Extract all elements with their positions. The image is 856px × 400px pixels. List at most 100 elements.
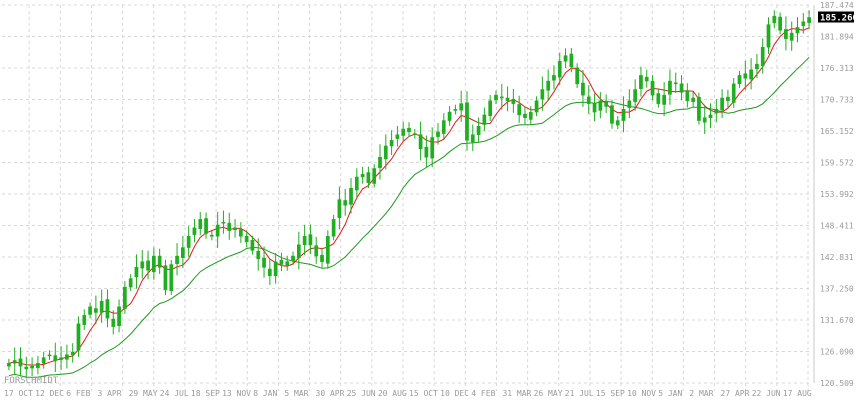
- candle: [470, 124, 475, 152]
- x-tick-label: 21 JUL: [565, 389, 594, 398]
- candle: [267, 258, 272, 285]
- candle-body: [459, 103, 464, 111]
- candle-body: [383, 145, 388, 160]
- candle: [343, 188, 348, 216]
- candle: [476, 117, 481, 143]
- candle: [569, 48, 574, 73]
- candle-body: [552, 75, 556, 81]
- y-tick-label: 165.152: [820, 127, 854, 136]
- candle: [633, 79, 637, 111]
- x-tick-label: 4 FEB: [471, 389, 495, 398]
- candle: [360, 166, 365, 184]
- candle-body: [470, 134, 475, 143]
- x-tick-label: 18 SEP: [191, 389, 220, 398]
- candle: [262, 246, 266, 278]
- candle: [540, 76, 545, 111]
- candle: [546, 69, 551, 101]
- candle-body: [227, 222, 232, 231]
- candle: [65, 344, 69, 369]
- candle: [621, 96, 626, 133]
- candle-body: [604, 101, 608, 107]
- candle-body: [134, 267, 139, 278]
- candle: [146, 250, 150, 280]
- candle-body: [221, 221, 226, 224]
- candle-body: [215, 224, 220, 237]
- candle-body: [186, 236, 191, 248]
- candle: [123, 281, 127, 314]
- candle-body: [105, 299, 110, 319]
- candle: [70, 343, 75, 363]
- candle: [221, 210, 226, 234]
- candle: [714, 99, 719, 123]
- candle: [610, 99, 614, 129]
- candle: [789, 21, 794, 51]
- candle-body: [546, 80, 551, 91]
- candle: [285, 255, 290, 271]
- candle: [494, 90, 498, 105]
- candle-body: [349, 188, 353, 205]
- candle-body: [685, 90, 690, 102]
- candle-body: [697, 96, 701, 121]
- candle: [737, 70, 742, 88]
- candle: [801, 13, 806, 34]
- candle-body: [36, 363, 40, 369]
- x-tick-label: 8 JAN: [253, 389, 277, 398]
- y-axis: 187.474 181.894 176.313 170.733 165.152 159.5…: [813, 1, 854, 388]
- candle-body: [540, 89, 545, 100]
- candle-body: [82, 315, 87, 325]
- candle-body: [720, 97, 724, 111]
- candle-body: [441, 120, 446, 134]
- candle: [157, 248, 162, 274]
- candle-body: [633, 89, 637, 102]
- candle: [7, 358, 11, 371]
- candle: [488, 94, 493, 122]
- candle-body: [291, 255, 295, 262]
- candle-body: [505, 97, 510, 102]
- x-tick-label: 10 NOV: [627, 389, 656, 398]
- candle-body: [163, 265, 168, 291]
- candle-body: [598, 100, 603, 111]
- last-price-label: 185.260: [818, 11, 856, 23]
- candle: [314, 236, 319, 264]
- candle: [389, 130, 394, 156]
- candle: [755, 53, 759, 79]
- candle: [204, 212, 208, 239]
- candle-body: [267, 268, 272, 277]
- candle: [639, 66, 643, 97]
- candle: [354, 168, 359, 198]
- candle: [291, 251, 295, 265]
- candle-body: [586, 96, 591, 104]
- candle: [708, 103, 713, 129]
- candle-body: [731, 83, 736, 103]
- candle-body: [760, 46, 765, 67]
- candle-body: [737, 75, 742, 85]
- candle-body: [343, 200, 348, 206]
- candle: [523, 106, 527, 125]
- candle-body: [117, 306, 121, 327]
- candle-body: [262, 257, 266, 268]
- candle: [372, 164, 377, 188]
- candle: [772, 10, 777, 29]
- candle: [279, 252, 284, 272]
- candle-body: [801, 21, 806, 26]
- candle-body: [569, 53, 574, 68]
- slow-ma-line: [8, 56, 810, 378]
- candle-body: [285, 261, 290, 266]
- candle-body: [111, 318, 116, 327]
- y-tick-label: 153.992: [820, 190, 854, 199]
- x-tick-label: 20 AUG: [378, 389, 407, 398]
- candle-body: [24, 366, 29, 370]
- candle-body: [557, 61, 562, 78]
- candle-body: [244, 236, 249, 243]
- candle: [30, 357, 34, 376]
- candle: [296, 231, 301, 270]
- candle-body: [296, 244, 301, 258]
- candle-body: [41, 357, 46, 364]
- candle: [233, 219, 237, 238]
- candle-body: [12, 360, 17, 364]
- x-tick-label: 30 APR: [316, 389, 345, 398]
- candle: [105, 289, 110, 328]
- candle-body: [766, 24, 771, 48]
- candle-body: [53, 355, 58, 361]
